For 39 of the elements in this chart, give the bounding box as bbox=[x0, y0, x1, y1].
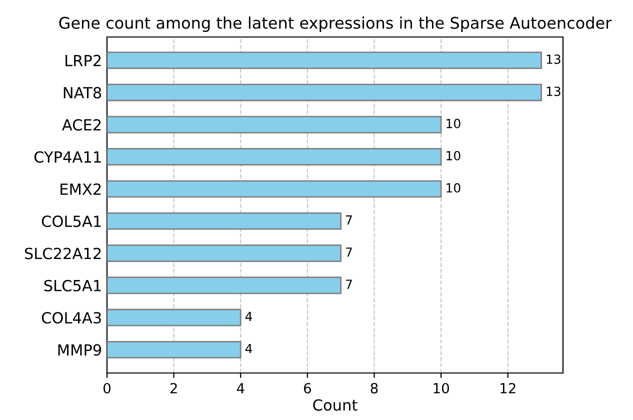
y-tick-label: MMP9 bbox=[58, 344, 102, 356]
y-tick-label: LRP2 bbox=[66, 54, 101, 66]
data-label: 4 bbox=[245, 312, 252, 321]
x-tick-label: 6 bbox=[304, 382, 311, 394]
y-tick-label: EMX2 bbox=[60, 183, 101, 195]
data-label: 13 bbox=[546, 86, 560, 96]
bar bbox=[107, 212, 342, 230]
bar bbox=[107, 148, 442, 166]
bar bbox=[107, 276, 342, 294]
x-tick-label: 4 bbox=[236, 383, 244, 394]
bar bbox=[107, 340, 242, 358]
bar bbox=[107, 52, 542, 70]
bar bbox=[107, 84, 542, 102]
x-tick-label: 10 bbox=[434, 382, 449, 394]
chart-title: Gene count among the latent expressions in the Sparse Autoencoder bbox=[59, 16, 612, 32]
x-tick-label: 0 bbox=[103, 382, 110, 394]
bar bbox=[107, 180, 442, 198]
y-tick-label: ACE2 bbox=[62, 119, 101, 131]
data-label: 7 bbox=[346, 248, 352, 257]
bar bbox=[107, 244, 342, 262]
y-tick-label: COL4A3 bbox=[42, 312, 101, 324]
bar bbox=[107, 308, 242, 326]
x-tick-label: 8 bbox=[370, 382, 378, 394]
y-tick-label: SLC22A12 bbox=[24, 248, 101, 260]
data-label: 10 bbox=[446, 183, 460, 193]
y-tick-label: NAT8 bbox=[64, 86, 102, 98]
data-label: 4 bbox=[245, 344, 252, 354]
y-tick-label: SLC5A1 bbox=[44, 280, 101, 292]
x-tick-label: 2 bbox=[170, 382, 177, 394]
bar bbox=[107, 116, 442, 134]
data-label: 7 bbox=[346, 280, 352, 289]
x-tick-label: 12 bbox=[500, 382, 516, 394]
y-tick-label: CYP4A11 bbox=[34, 151, 101, 163]
data-label: 13 bbox=[546, 54, 560, 64]
x-axis-title: Count bbox=[313, 399, 358, 411]
data-label: 7 bbox=[346, 215, 352, 225]
y-tick-label: COL5A1 bbox=[42, 216, 101, 228]
data-label: 10 bbox=[446, 150, 460, 160]
data-label: 10 bbox=[446, 118, 460, 128]
